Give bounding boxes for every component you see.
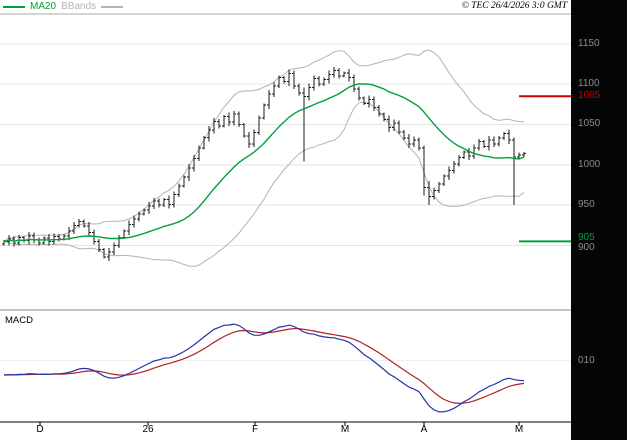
legend: MA20 BBands	[3, 1, 124, 13]
macd-line	[3, 323, 525, 413]
resistance-level-label: 1085	[578, 90, 601, 101]
price-tick-1000: 1000	[578, 159, 601, 170]
time-axis-label-M: M	[340, 424, 350, 435]
price-tick-1150: 1150	[578, 38, 600, 49]
macd-axis-tick-label: 010	[578, 355, 595, 366]
time-axis-label-M: M	[514, 424, 524, 435]
time-axis-label-26: 26	[142, 424, 154, 435]
ma20-line	[3, 83, 525, 243]
bbands-line-swatch	[101, 6, 124, 8]
bollinger-lower-band	[3, 101, 525, 267]
time-axis-label-F: F	[251, 424, 259, 435]
legend-ma20-label: MA20	[30, 1, 57, 12]
price-tick-1100: 1100	[578, 78, 600, 89]
price-axis-strip: 1150 1100 1050 1000 950 900 1085 905 010	[571, 0, 627, 440]
time-axis-label-A: A	[420, 424, 428, 435]
macd-signal-line	[3, 327, 525, 405]
macd-pane-label: MACD	[5, 315, 33, 326]
copyright-notice: © TEC 26/4/2026 3:0 GMT	[461, 1, 567, 11]
support-level-label: 905	[578, 232, 595, 243]
time-axis: D 26 F M A M	[0, 424, 571, 440]
ma20-line-swatch	[3, 6, 25, 8]
price-tick-1050: 1050	[578, 118, 601, 129]
time-axis-label-D: D	[36, 424, 44, 435]
price-tick-950: 950	[578, 199, 595, 210]
legend-bbands-label: BBands	[61, 1, 97, 12]
bollinger-upper-band	[3, 49, 525, 242]
price-tick-900: 900	[578, 242, 595, 253]
